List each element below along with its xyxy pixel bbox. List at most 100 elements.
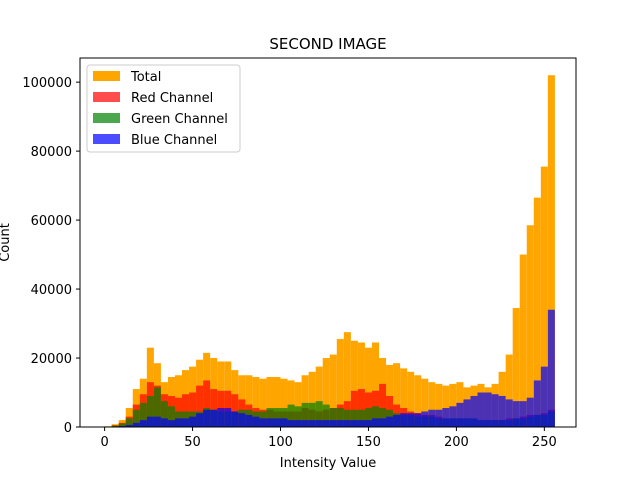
bar (336, 420, 344, 427)
bar (273, 377, 281, 427)
bar (252, 377, 260, 427)
x-tick-label: 200 (444, 435, 469, 450)
bar (315, 366, 323, 427)
bar (287, 380, 295, 427)
bar (533, 197, 541, 427)
legend: Total Red Channel Green Channel Blue Channe… (86, 64, 241, 153)
bar (343, 409, 351, 427)
series-blue-channel (111, 309, 555, 427)
bar (477, 392, 485, 427)
bar (357, 389, 365, 427)
bar (210, 389, 218, 427)
bar (266, 377, 274, 427)
legend-label: Blue Channel (131, 133, 217, 148)
bar (449, 383, 457, 427)
x-tick-label: 0 (100, 435, 108, 450)
bar (273, 418, 281, 427)
bar (526, 397, 534, 427)
bar (252, 416, 260, 427)
bar (350, 390, 358, 427)
bar (132, 422, 140, 427)
bar (379, 383, 387, 427)
bar (160, 401, 168, 427)
bar (414, 375, 422, 427)
bar (329, 420, 337, 427)
bar (386, 416, 394, 427)
bar (315, 420, 323, 427)
bar (350, 420, 358, 427)
bar (294, 420, 302, 427)
x-tick-label: 100 (268, 435, 293, 450)
bar (196, 385, 204, 427)
bar (146, 395, 154, 427)
bar (203, 409, 211, 427)
bar (435, 409, 443, 427)
legend-label: Total (130, 70, 161, 85)
bar (449, 406, 457, 427)
bar (294, 406, 302, 427)
y-tick-label: 80000 (31, 145, 72, 160)
bar (505, 354, 513, 427)
axes-frame (79, 57, 577, 428)
bar (519, 254, 527, 427)
bar (393, 414, 401, 427)
bar (414, 413, 422, 427)
x-tick-label: 250 (532, 435, 557, 450)
bar (533, 380, 541, 427)
chart-title: SECOND IMAGE (269, 35, 386, 53)
bar (301, 402, 309, 427)
bar (231, 394, 239, 427)
bar (118, 423, 126, 427)
bar (512, 308, 520, 427)
bar (174, 418, 183, 427)
bar (266, 418, 274, 427)
y-axis-label: Count (0, 223, 13, 262)
bar (245, 414, 253, 427)
histogram-bars (104, 75, 555, 428)
bar (322, 404, 330, 427)
bar (266, 408, 274, 427)
bar (435, 383, 443, 427)
bar (428, 382, 436, 427)
bar (189, 392, 197, 427)
bar (364, 420, 372, 427)
bar (280, 418, 288, 427)
bar (322, 358, 330, 427)
bar (505, 399, 513, 427)
bar (322, 420, 330, 427)
bar (350, 409, 358, 427)
bar (350, 340, 358, 427)
bar (400, 368, 408, 427)
x-axis-label: Intensity Value (280, 456, 376, 471)
bar (308, 420, 316, 427)
bar (217, 408, 225, 427)
bar (111, 425, 119, 427)
bar (301, 420, 309, 427)
bar (231, 411, 239, 427)
x-axis: 0 50 100 150 200 250 (100, 427, 557, 450)
legend-swatch (93, 134, 120, 144)
bar (139, 420, 147, 427)
bar (245, 375, 253, 427)
bar (139, 402, 147, 427)
bar (421, 378, 429, 427)
bar (512, 401, 520, 427)
bar (203, 380, 211, 427)
bar (463, 399, 471, 427)
bar (259, 418, 267, 427)
legend-label: Red Channel (131, 91, 213, 106)
bar (540, 366, 548, 427)
bar (118, 425, 126, 427)
bar (519, 401, 527, 427)
bar (287, 404, 295, 427)
bar (379, 408, 387, 427)
bar (379, 418, 387, 427)
bar (132, 409, 140, 427)
bar (146, 416, 154, 427)
bar (336, 339, 344, 427)
bar (371, 418, 380, 427)
bar (196, 413, 204, 427)
bar (442, 385, 450, 427)
bar (421, 411, 429, 427)
